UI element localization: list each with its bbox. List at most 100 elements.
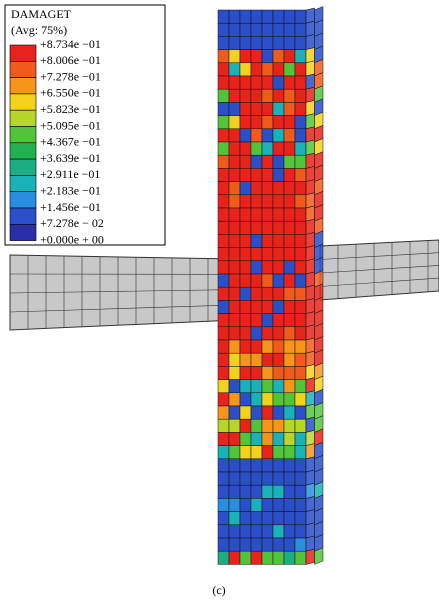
mesh-cell [240, 498, 251, 511]
mesh-side-cell [306, 364, 315, 379]
mesh-side-cell [306, 298, 315, 313]
mesh-cell [251, 353, 262, 366]
mesh-cell [273, 419, 284, 432]
mesh-cell [284, 248, 295, 261]
mesh-cell [251, 195, 262, 208]
mesh-cell [295, 340, 306, 353]
mesh-cell [284, 208, 295, 221]
mesh-side-cell [306, 496, 315, 511]
mesh-cell [273, 195, 284, 208]
mesh-cell [295, 432, 306, 445]
mesh-cell [284, 380, 295, 393]
mesh-cell [262, 23, 273, 36]
mesh-cell [295, 261, 306, 274]
mesh-cell [284, 340, 295, 353]
mesh-side-cell [306, 232, 315, 247]
mesh-cell [229, 485, 240, 498]
mesh-cell [262, 195, 273, 208]
mesh-cell [284, 314, 295, 327]
mesh-cell [284, 195, 295, 208]
mesh-cell [240, 314, 251, 327]
mesh-cell [284, 23, 295, 36]
mesh-side-cell [306, 378, 315, 393]
mesh-cell [229, 76, 240, 89]
mesh-cell [262, 393, 273, 406]
legend-swatch [10, 224, 36, 240]
mesh-cell [229, 406, 240, 419]
mesh-cell [218, 221, 229, 234]
mesh-side-cell [306, 457, 315, 472]
mesh-cell [218, 142, 229, 155]
mesh-cell [218, 129, 229, 142]
mesh-cell [262, 525, 273, 538]
mesh-cell [240, 234, 251, 247]
mesh-cell [229, 327, 240, 340]
mesh-cell [229, 168, 240, 181]
mesh-cell [262, 234, 273, 247]
mesh-cell [218, 36, 229, 49]
mesh-cell [229, 498, 240, 511]
mesh-side-cell [306, 523, 315, 538]
mesh-cell [218, 446, 229, 459]
mesh-cell [262, 419, 273, 432]
mesh-cell [251, 261, 262, 274]
legend-swatch [10, 61, 36, 77]
mesh-cell [262, 432, 273, 445]
legend-label: +3.639e −01 [40, 151, 101, 165]
mesh-cell [240, 340, 251, 353]
mesh-side-cell [306, 312, 315, 327]
mesh-cell [262, 221, 273, 234]
mesh-cell [295, 380, 306, 393]
mesh-cell [295, 182, 306, 195]
mesh-cell [262, 116, 273, 129]
mesh-cell [218, 89, 229, 102]
mesh-cell [295, 76, 306, 89]
mesh-side-cell [306, 21, 315, 36]
mesh-side-cell [306, 166, 315, 181]
mesh-cell [229, 274, 240, 287]
mesh-cell [251, 182, 262, 195]
mesh-cell [273, 168, 284, 181]
mesh-side-cell [306, 246, 315, 261]
mesh-cell [229, 89, 240, 102]
mesh-cell [273, 314, 284, 327]
mesh-cell [251, 314, 262, 327]
mesh-side-cell [306, 470, 315, 485]
mesh-side-cell [306, 34, 315, 49]
mesh-cell [284, 50, 295, 63]
mesh-cell [251, 498, 262, 511]
mesh-cell [273, 248, 284, 261]
mesh-cell [284, 498, 295, 511]
mesh-cell [218, 116, 229, 129]
mesh-cell [218, 208, 229, 221]
mesh-cell [218, 10, 229, 23]
mesh-cell [229, 446, 240, 459]
mesh-cell [218, 551, 229, 564]
mesh-cell [229, 116, 240, 129]
mesh-cell [251, 142, 262, 155]
mesh-cell [273, 353, 284, 366]
mesh-cell [240, 327, 251, 340]
mesh-cell [273, 234, 284, 247]
mesh-cell [218, 195, 229, 208]
mesh-cell [262, 50, 273, 63]
mesh-cell [284, 551, 295, 564]
mesh-cell [295, 168, 306, 181]
mesh-cell [229, 353, 240, 366]
mesh-side-cell [306, 127, 315, 142]
mesh-cell [229, 261, 240, 274]
mesh-cell [262, 168, 273, 181]
mesh-cell [273, 155, 284, 168]
mesh-cell [262, 459, 273, 472]
legend-label: +7.278e −01 [40, 69, 101, 83]
mesh-cell [251, 234, 262, 247]
mesh-cell [218, 63, 229, 76]
mesh-cell [251, 274, 262, 287]
mesh-cell [273, 472, 284, 485]
mesh-cell [240, 419, 251, 432]
mesh-cell [251, 551, 262, 564]
legend-subtitle: (Avg: 75%) [11, 23, 67, 37]
mesh-cell [273, 50, 284, 63]
mesh-cell [295, 314, 306, 327]
mesh-cell [273, 89, 284, 102]
